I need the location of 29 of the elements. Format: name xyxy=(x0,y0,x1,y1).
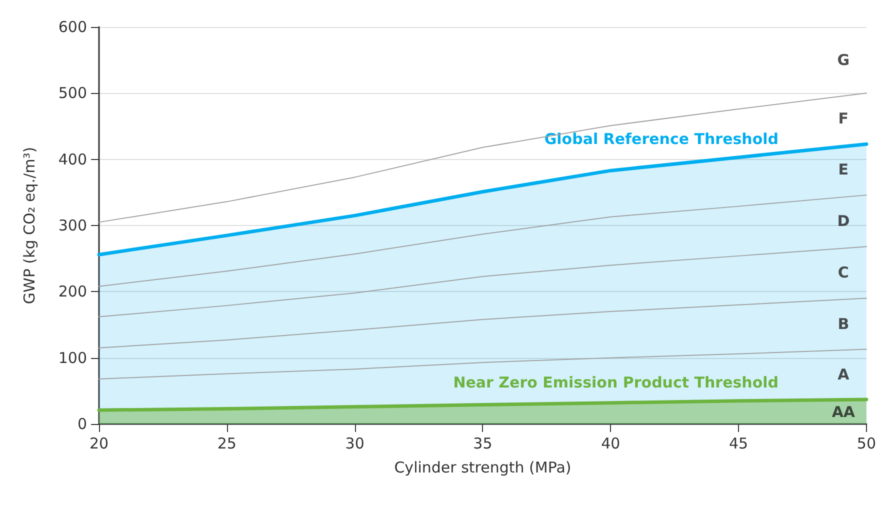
y-tick-label: 600 xyxy=(58,18,87,36)
x-tick-label: 45 xyxy=(729,434,748,452)
annotation: B xyxy=(838,314,850,333)
y-tick-label: 100 xyxy=(58,348,87,367)
line-series xyxy=(98,194,867,287)
y-tick-label: 400 xyxy=(58,150,87,168)
x-tick-label: 30 xyxy=(345,434,364,452)
line-series xyxy=(98,246,867,318)
series-label: Near Zero Emission Product Threshold xyxy=(453,373,779,392)
y-tick-label: 500 xyxy=(58,84,87,102)
x-tick-label: 35 xyxy=(473,434,492,452)
x-tick-label: 50 xyxy=(856,434,876,452)
annotation: AA xyxy=(832,402,856,421)
annotation: F xyxy=(838,110,849,128)
annotation: A xyxy=(838,365,850,384)
y-tick-label: 0 xyxy=(77,415,87,433)
y-tick-label: 200 xyxy=(58,282,87,301)
x-tick-label: 25 xyxy=(217,434,236,452)
y-axis-title: GWP (kg CO₂ eq./m³) xyxy=(20,146,38,304)
x-tick-label: 40 xyxy=(601,434,620,452)
x-tick-label: 20 xyxy=(89,434,109,452)
y-tick-label: 300 xyxy=(58,216,87,234)
x-axis-title: Cylinder strength (MPa) xyxy=(394,458,572,476)
annotation: C xyxy=(838,263,849,282)
annotation: D xyxy=(837,212,850,230)
annotation: G xyxy=(837,51,850,70)
annotation: E xyxy=(838,160,849,179)
line-series xyxy=(98,298,867,348)
series-label: Global Reference Threshold xyxy=(544,130,779,148)
